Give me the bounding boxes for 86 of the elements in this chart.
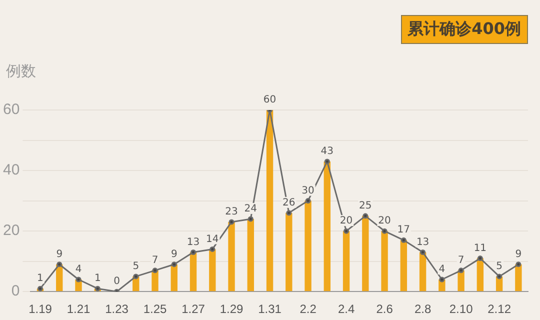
x-tick-label: 1.21: [66, 302, 91, 316]
bar: [190, 252, 197, 292]
x-tick-label: 1.23: [105, 302, 129, 316]
bar: [362, 216, 369, 292]
point: [362, 213, 368, 219]
bar: [304, 200, 312, 292]
data-label: 5: [132, 261, 140, 272]
x-tick-label: 1.27: [182, 302, 206, 316]
x-tick-label: 2.2: [300, 302, 317, 316]
data-label: 13: [186, 236, 200, 248]
point: [228, 219, 234, 225]
data-label: 4: [438, 264, 446, 276]
bar: [381, 231, 388, 292]
bar: [400, 240, 408, 292]
bar: [247, 218, 254, 292]
point: [324, 158, 330, 164]
bar: [266, 110, 274, 292]
bar: [209, 249, 216, 292]
data-label: 17: [397, 224, 410, 236]
data-label: 23: [225, 206, 238, 218]
data-label: 7: [152, 255, 158, 266]
x-tick-label: 2.4: [338, 302, 355, 316]
point: [458, 268, 464, 274]
data-label: 20: [378, 216, 391, 227]
data-label: 26: [282, 198, 296, 208]
data-label: 13: [416, 236, 430, 248]
x-tick-label: 1.31: [258, 302, 282, 316]
x-tick-label: 1.25: [143, 302, 168, 316]
point: [420, 250, 426, 256]
data-label: 25: [359, 200, 372, 212]
data-label: 14: [206, 234, 219, 245]
point: [305, 198, 311, 204]
point: [210, 246, 216, 252]
bar: [228, 222, 235, 292]
x-tick-label: 2.10: [449, 302, 474, 316]
data-label: 9: [56, 248, 63, 260]
data-label: 4: [75, 264, 82, 276]
point: [400, 237, 406, 243]
point: [171, 262, 177, 268]
point: [190, 250, 196, 256]
data-label: 1: [37, 273, 44, 284]
bar: [152, 270, 158, 292]
y-tick-label: 20: [2, 222, 20, 240]
x-tick-label: 1.29: [220, 302, 244, 316]
point: [133, 274, 139, 280]
data-label: 7: [458, 255, 464, 266]
point: [248, 216, 254, 222]
point: [38, 286, 43, 292]
point: [496, 274, 502, 280]
y-tick-label: 60: [2, 101, 20, 118]
data-label: 9: [515, 248, 522, 260]
point: [152, 268, 158, 274]
point: [94, 286, 100, 292]
data-label: 60: [263, 94, 276, 106]
bar: [342, 231, 350, 292]
text: 累计确诊400例: [400, 15, 528, 44]
x-tick-label: 2.6: [376, 302, 394, 316]
x-tick-label: 1.19: [28, 302, 52, 316]
data-label: 1: [94, 273, 101, 284]
x-tick-label: 2.12: [488, 302, 512, 316]
point: [344, 228, 350, 234]
point: [56, 262, 62, 268]
point: [477, 256, 483, 262]
bar: [458, 270, 464, 292]
data-label: 20: [340, 216, 353, 227]
y-axis-title: 例数: [6, 62, 36, 81]
point: [439, 276, 445, 282]
data-label: 9: [170, 248, 178, 260]
data-label: 11: [474, 242, 487, 254]
bar: [515, 264, 522, 292]
bar: [419, 252, 426, 292]
x-tick-label: 2.8: [414, 302, 432, 316]
bar: [286, 212, 292, 292]
data-label: 5: [496, 261, 502, 272]
bar: [324, 161, 331, 292]
data-label: 43: [320, 146, 334, 158]
data-label: 24: [244, 204, 258, 215]
data-label: 0: [114, 276, 120, 288]
point: [382, 228, 388, 234]
point: [286, 210, 292, 216]
point: [516, 262, 522, 268]
bar: [170, 264, 178, 292]
data-label: 30: [302, 185, 314, 196]
point: [76, 276, 82, 282]
y-tick-label: 40: [2, 162, 20, 179]
y-tick-label: 0: [11, 282, 20, 300]
